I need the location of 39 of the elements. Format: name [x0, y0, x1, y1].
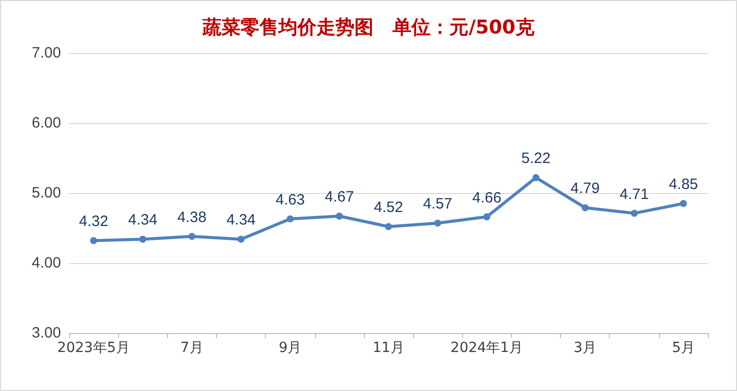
- x-tick-label: 9月: [278, 340, 302, 356]
- data-label: 4.38: [177, 208, 206, 226]
- x-tick-label: 5月: [672, 340, 695, 356]
- x-tick-label: 2023年5月: [57, 340, 130, 356]
- point: [286, 215, 294, 222]
- point: [582, 204, 589, 212]
- data-label: 4.34: [226, 212, 256, 229]
- y-tick-label: 7.00: [32, 44, 61, 62]
- point: [238, 236, 245, 243]
- point: [188, 232, 196, 240]
- data-label: 4.34: [128, 212, 158, 229]
- data-label: 4.67: [324, 188, 354, 206]
- y-tick-label: 3.00: [32, 324, 61, 342]
- x-tick-label: 11月: [372, 340, 404, 356]
- point: [139, 236, 146, 243]
- point: [680, 200, 687, 207]
- data-label: 4.52: [374, 199, 404, 216]
- y-tick-label: 4.00: [32, 254, 61, 272]
- x-tick-label: 7月: [180, 340, 204, 356]
- data-label: 4.32: [78, 213, 108, 230]
- y-tick-label: 6.00: [32, 114, 61, 132]
- point: [483, 213, 490, 220]
- x-tick-label: 2024年1月: [450, 340, 524, 356]
- data-label: 4.79: [570, 180, 600, 198]
- x-tick-label: 3月: [574, 340, 597, 356]
- point: [336, 212, 343, 220]
- point: [434, 220, 442, 227]
- data-label: 4.85: [668, 176, 698, 193]
- point: [630, 210, 638, 217]
- data-label: 5.22: [521, 150, 551, 168]
- data-label: 4.71: [620, 186, 649, 203]
- chart-title: 蔬菜零售均价走势图 单位：元/500克: [202, 16, 534, 38]
- point: [90, 237, 98, 244]
- point: [385, 223, 392, 230]
- point: [532, 174, 540, 182]
- data-label: 4.63: [276, 191, 305, 208]
- data-label: 4.57: [423, 196, 452, 213]
- y-tick-label: 5.00: [32, 184, 61, 202]
- data-label: 4.66: [472, 189, 502, 206]
